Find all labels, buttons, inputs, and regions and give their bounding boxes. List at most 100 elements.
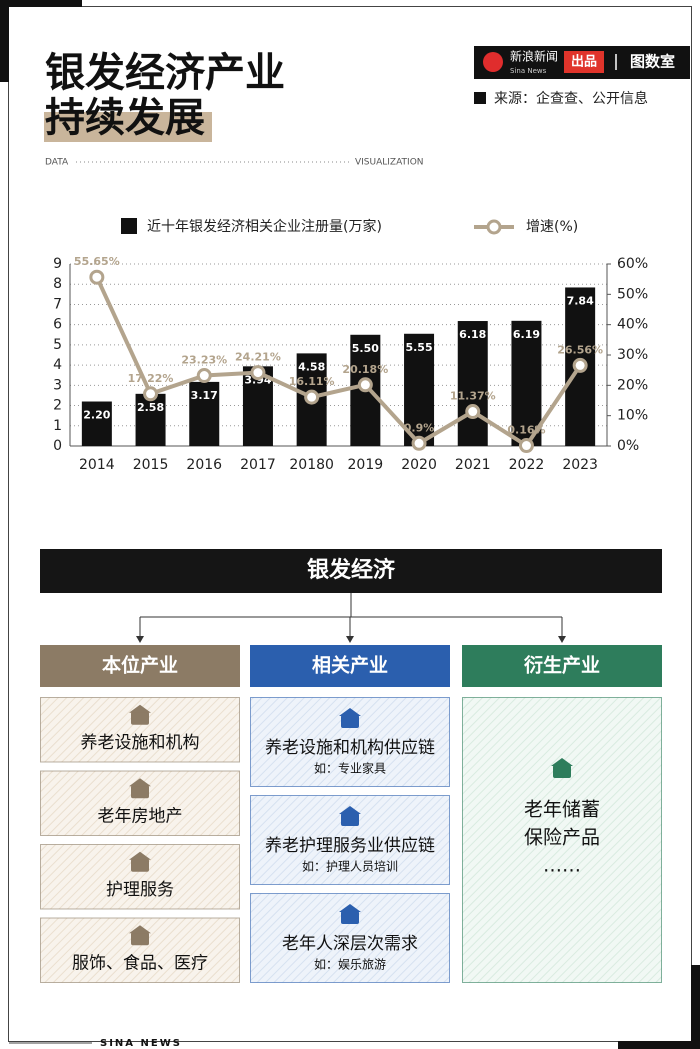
icon — [341, 813, 359, 826]
corner — [691, 965, 700, 1049]
column-header — [462, 645, 662, 687]
y-tick-label: 8 — [53, 276, 62, 292]
x-tick-label: 2019 — [348, 457, 384, 473]
column-header — [40, 645, 240, 687]
bar-label: 2.20 — [83, 409, 110, 422]
x-tick-label: 2023 — [562, 457, 598, 473]
legend-swatch — [486, 219, 502, 235]
studio: 图数室 — [630, 53, 675, 71]
bar — [81, 401, 112, 446]
line-label: 0.16% — [507, 424, 545, 437]
data-label: DATA — [45, 158, 69, 168]
chart: 0 1 2 3 4 5 6 7 8 9 0% 10% 20% 30% 40% 50% 60% 2014 2015 20… — [53, 255, 648, 473]
item-line: …… — [543, 855, 581, 877]
y-tick-label: 5 — [53, 337, 62, 353]
line-label: 24.21% — [235, 351, 281, 364]
y2-tick-label: 0% — [617, 438, 639, 454]
line-label: 23.23% — [181, 354, 227, 367]
line-point — [143, 386, 159, 402]
line-point — [518, 438, 534, 454]
item-box — [462, 697, 662, 983]
y-tick-label: 2 — [53, 398, 62, 414]
footer: SINA NEWS — [100, 1038, 182, 1049]
line-label: 17.22% — [128, 372, 174, 385]
source: 来源：企查查、公开信息 — [494, 90, 648, 107]
arrow-head — [136, 636, 144, 643]
bar-label: 3.17 — [191, 389, 218, 402]
y-tick-label: 4 — [53, 357, 62, 373]
icon — [339, 904, 361, 912]
vis-label: VISUALIZATION — [355, 158, 424, 168]
bar-label: 5.50 — [352, 342, 379, 355]
icon — [341, 911, 359, 924]
bar — [135, 393, 166, 446]
icon — [341, 715, 359, 728]
icon — [553, 765, 571, 778]
y-tick-label: 0 — [53, 438, 62, 454]
bar-label: 5.55 — [405, 341, 432, 354]
bar-label: 4.58 — [298, 360, 325, 373]
y-tick-label: 3 — [53, 377, 62, 393]
item-label: 服饰、食品、医疗 — [72, 953, 208, 973]
column-title: 本位产业 — [102, 654, 178, 677]
frame — [8, 6, 692, 1042]
produced-box — [564, 51, 604, 73]
column-title: 相关产业 — [312, 654, 388, 677]
bar — [457, 321, 488, 446]
line — [95, 276, 582, 449]
icon — [129, 704, 151, 713]
arrow-head — [558, 636, 566, 643]
y2-tick-label: 10% — [617, 408, 648, 424]
line-point — [250, 365, 266, 381]
line-label: 55.65% — [74, 255, 120, 268]
y2-tick-label: 40% — [617, 317, 648, 333]
item-note: 如：护理人员培训 — [302, 859, 398, 874]
y2-tick-label: 20% — [617, 377, 648, 393]
icon — [129, 778, 151, 787]
line-point — [357, 377, 373, 393]
line-point — [572, 357, 588, 373]
brand: 新浪新闻 — [510, 49, 558, 64]
line-point — [304, 389, 320, 405]
bar — [511, 320, 542, 446]
x-tick-label: 2020 — [401, 457, 437, 473]
x-tick-label: 2016 — [186, 457, 222, 473]
icon — [551, 758, 573, 766]
corner — [0, 0, 9, 82]
y2-tick-label: 30% — [617, 347, 648, 363]
line-point — [196, 368, 212, 384]
icon — [339, 806, 361, 814]
item-line: 老年储蓄 — [524, 799, 600, 821]
item-note: 如：娱乐旅游 — [314, 957, 386, 972]
item-label: 养老护理服务业供应链 — [265, 836, 435, 856]
y-tick-label: 7 — [53, 296, 62, 312]
y2-tick-label: 50% — [617, 286, 648, 302]
column-title: 衍生产业 — [523, 654, 600, 677]
x-tick-label: 2014 — [79, 457, 115, 473]
y-tick-label: 1 — [53, 418, 62, 434]
icon — [131, 711, 149, 725]
column-header — [250, 645, 450, 687]
bar-label: 7.84 — [567, 294, 594, 307]
title-line: 银发经济产业 — [45, 50, 285, 96]
line-label: 0.9% — [404, 421, 435, 434]
item-label: 老年人深层次需求 — [282, 934, 418, 954]
line-point — [411, 435, 427, 451]
corner — [618, 1041, 700, 1049]
icon — [131, 932, 149, 946]
item-label: 老年房地产 — [98, 806, 183, 826]
line-point — [465, 404, 481, 420]
icon — [131, 785, 149, 799]
item-label: 养老设施和机构供应链 — [265, 738, 435, 758]
corner — [0, 0, 82, 7]
title-highlight — [44, 112, 212, 142]
root-box — [40, 549, 662, 593]
legend-label: 近十年银发经济相关企业注册量(万家) — [147, 218, 382, 235]
arrow-head — [346, 636, 354, 643]
bar-label: 6.19 — [513, 328, 540, 341]
icon — [131, 858, 149, 872]
brand-logo — [483, 52, 503, 72]
x-tick-label: 20180 — [289, 457, 334, 473]
bar — [189, 381, 220, 446]
